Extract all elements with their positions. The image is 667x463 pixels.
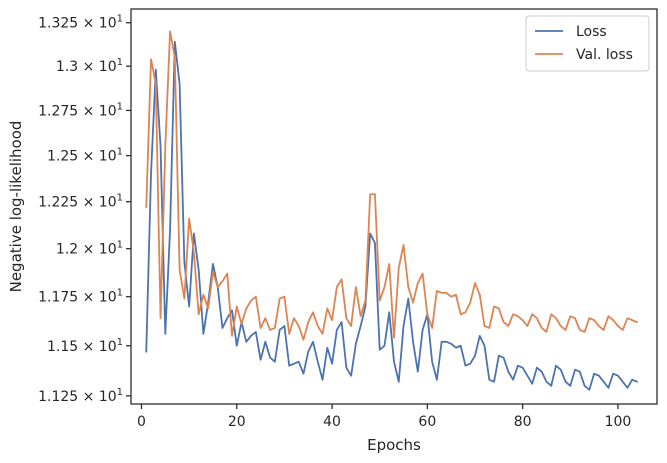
- axes-frame: [130, 8, 658, 405]
- x-axis-label: Epochs: [367, 436, 421, 454]
- legend-label-val-loss: Val. loss: [576, 47, 633, 63]
- plot-layer: [145, 30, 638, 391]
- y-tick-label: 1.275 × 101: [38, 101, 123, 119]
- x-tick-label: 0: [137, 414, 146, 430]
- series-line-loss: [145, 40, 638, 391]
- y-tick-label: 1.125 × 101: [38, 387, 123, 405]
- axes-layer: 0 20 40 60 80 100 1.125 × 101 1.15 × 101 1.175 ×…: [38, 8, 658, 430]
- x-tick-label: 40: [323, 414, 341, 430]
- y-tick-label: 1.25 × 101: [47, 147, 123, 165]
- series-line-val-loss: [145, 30, 638, 341]
- y-tick-label: 1.15 × 101: [47, 337, 123, 355]
- y-axis-label: Negative log-likelihood: [7, 121, 25, 293]
- legend-label-loss: Loss: [576, 24, 607, 40]
- y-tick-label: 1.2 × 101: [56, 240, 123, 258]
- legend-box: [525, 15, 650, 72]
- y-tick-label: 1.325 × 101: [38, 14, 123, 32]
- y-tick-label: 1.225 × 101: [38, 193, 123, 211]
- x-tick-label: 80: [514, 414, 532, 430]
- x-tick-label: 100: [605, 414, 632, 430]
- y-tick-label: 1.175 × 101: [38, 288, 123, 306]
- y-tick-label: 1.3 × 101: [56, 57, 123, 75]
- x-tick-label: 20: [228, 414, 246, 430]
- x-tick-label: 60: [418, 414, 436, 430]
- legend: Loss Val. loss: [525, 15, 650, 72]
